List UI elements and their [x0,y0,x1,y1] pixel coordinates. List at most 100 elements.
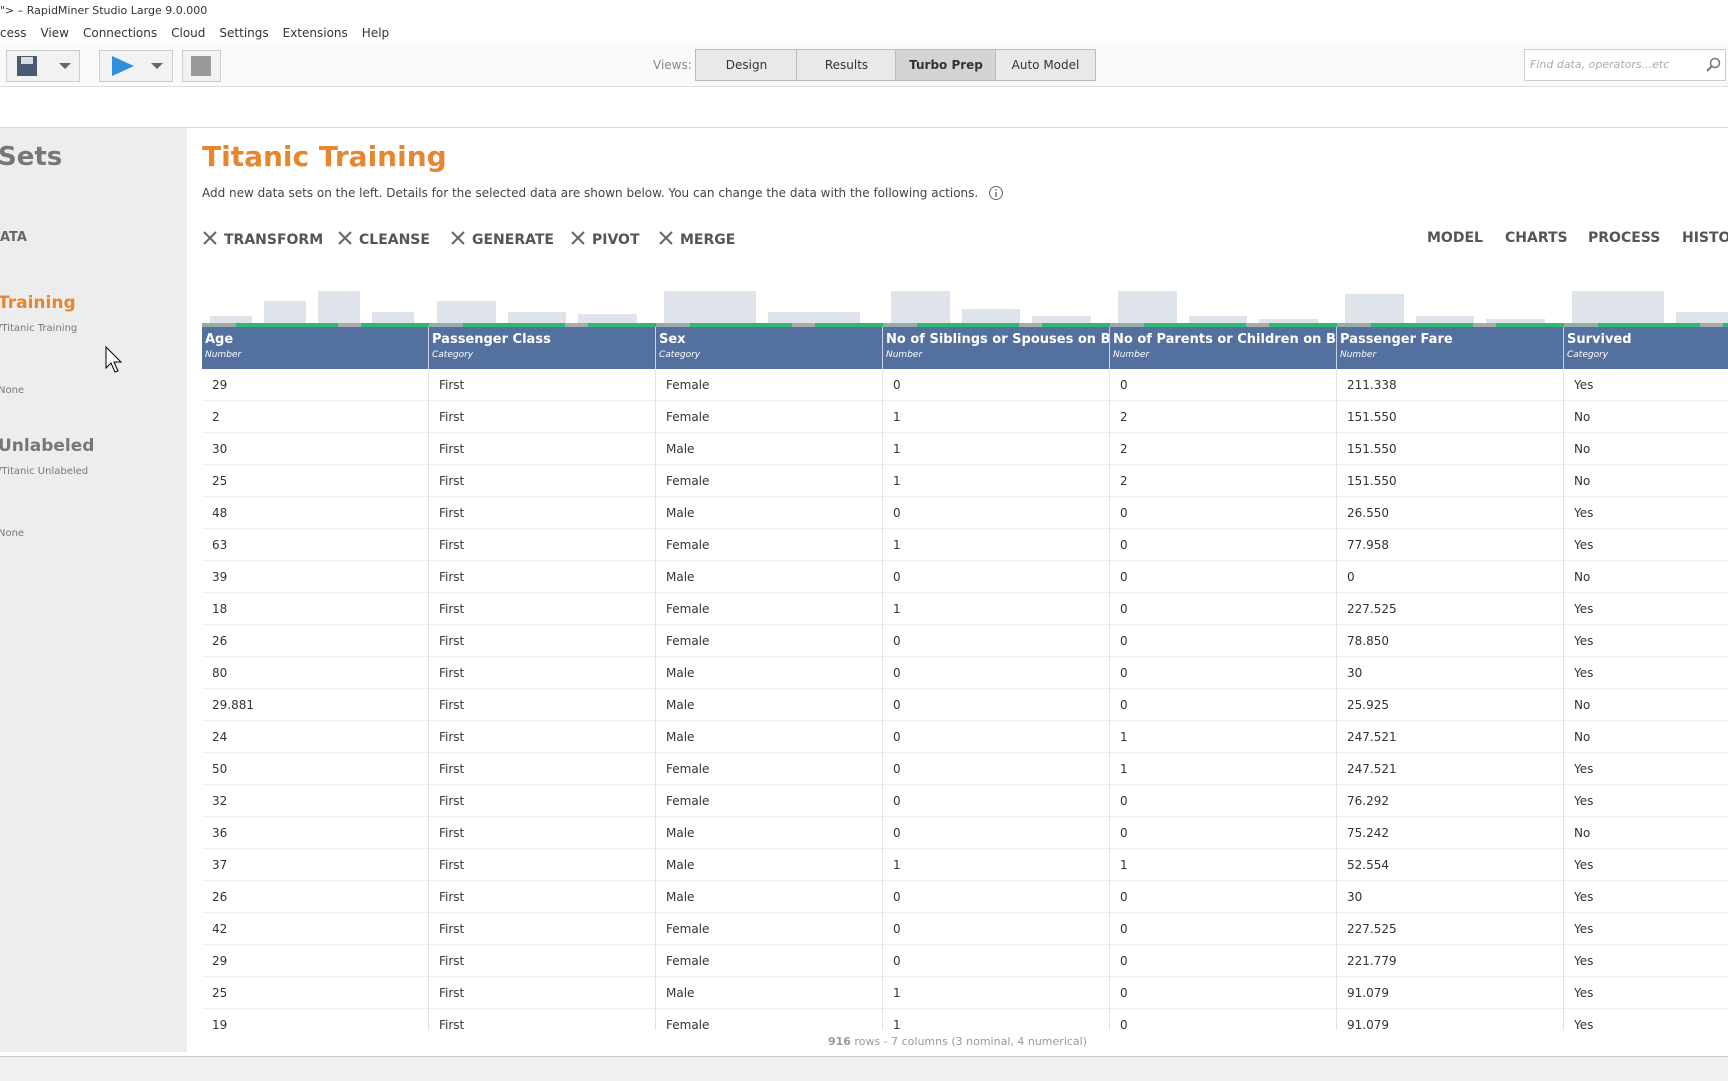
column-header[interactable]: Survived Category [1564,327,1728,369]
menu-item[interactable]: Connections [82,26,158,40]
view-action[interactable]: MODEL [1427,230,1483,246]
view-tab[interactable]: Design [695,49,798,81]
action-button[interactable]: GENERATE [450,230,554,248]
quality-bar [429,323,656,327]
view-tab[interactable]: Auto Model [995,49,1096,81]
table-cell: Female [656,529,883,561]
table-cell: 1 [883,401,1110,433]
column-type: Category [432,350,474,360]
table-cell: 39 [202,561,429,593]
view-action[interactable]: HISTORY [1682,230,1728,246]
table-cell: 0 [1110,593,1337,625]
column-name: No of Parents or Children on Bo... [1113,332,1337,347]
quality-bar [1564,323,1728,327]
menu-item[interactable]: Cloud [171,26,206,40]
column-header[interactable]: Passenger Fare Number [1337,327,1564,369]
quality-bar [202,323,429,327]
table-cell: Yes [1564,369,1728,401]
table-cell: First [429,433,656,465]
table-cell: Male [656,561,883,593]
table-cell: First [429,657,656,689]
action-button[interactable]: MERGE [658,230,735,248]
action-button[interactable]: TRANSFORM [202,230,323,248]
table-cell: 26.550 [1337,497,1564,529]
table-cell: 0 [883,817,1110,849]
table-cell: 78.850 [1337,625,1564,657]
table-cell: 0 [1110,561,1337,593]
table-cell: No [1564,817,1728,849]
table-cell: 24 [202,721,429,753]
table-cell: 77.958 [1337,529,1564,561]
column-header[interactable]: No of Parents or Children on Bo... Number [1110,327,1337,369]
table-cell: 36 [202,817,429,849]
table-cell: Female [656,369,883,401]
menu-item[interactable]: Help [361,26,390,40]
action-button[interactable]: PIVOT [570,230,640,248]
sidebar: Sets ATA Training/Titanic Training None Un… [0,128,187,1052]
table-cell: 1 [883,977,1110,1009]
table-cell: 1 [883,1009,1110,1030]
toolbar-band [0,87,1728,128]
table-cell: 30 [202,433,429,465]
search-box[interactable]: Find data, operators...etc [1524,49,1726,81]
table-cell: 0 [883,497,1110,529]
table-cell: 91.079 [1337,1009,1564,1030]
table-cell: 2 [1110,433,1337,465]
view-tab[interactable]: Results [796,49,897,81]
table-cell: Male [656,849,883,881]
view-action[interactable]: CHARTS [1505,230,1568,246]
table-cell: First [429,401,656,433]
table-cell: 29.881 [202,689,429,721]
table-cell: 91.079 [1337,977,1564,1009]
table-cell: 37 [202,849,429,881]
info-icon[interactable] [988,185,1004,201]
table-cell: 2 [1110,465,1337,497]
table-cell: 18 [202,593,429,625]
column-header[interactable]: Age Number [202,327,429,369]
table-cell: 151.550 [1337,465,1564,497]
action-button[interactable]: CLEANSE [337,230,430,248]
column-name: Survived [1567,332,1632,347]
column-header[interactable]: Passenger Class Category [429,327,656,369]
menu-item[interactable]: cess [0,26,27,40]
table-column: No of Siblings or Spouses on Bo... Number… [883,327,1110,1030]
table-cell: 29 [202,945,429,977]
menu-item[interactable]: View [40,26,69,40]
table-cell: 0 [883,721,1110,753]
histogram-bar [437,301,496,323]
table-cell: Yes [1564,657,1728,689]
table-cell: First [429,913,656,945]
dataset-name[interactable]: Unlabeled [0,436,95,456]
table-cell: 26 [202,881,429,913]
stop-button[interactable] [182,50,221,82]
menu-item[interactable]: Settings [219,26,269,40]
toolbar: Views: Design Results Turbo Prep Auto Model… [0,44,1728,87]
dataset-name[interactable]: Training [0,293,76,313]
table-cell: Yes [1564,753,1728,785]
table-cell: 0 [883,657,1110,689]
table-cell: 0 [883,625,1110,657]
table-cell: 76.292 [1337,785,1564,817]
table-cell: Male [656,497,883,529]
table-footer: 916 rows - 7 columns (3 nominal, 4 numer… [187,1035,1728,1048]
histogram-bar [1676,312,1728,323]
table-cell: First [429,369,656,401]
run-button[interactable] [99,50,173,82]
column-header[interactable]: No of Siblings or Spouses on Bo... Number [883,327,1110,369]
histogram-bar [372,312,414,323]
quality-bar [656,323,883,327]
save-button[interactable] [6,50,80,82]
table-cell: 0 [1110,945,1337,977]
view-tab[interactable]: Turbo Prep [895,49,997,81]
histogram-bar [264,301,306,323]
table-cell: First [429,945,656,977]
histogram-bar [1259,319,1318,323]
views-label: Views: [653,58,692,72]
table-cell: 32 [202,785,429,817]
column-header[interactable]: Sex Category [656,327,883,369]
table-summary: rows - 7 columns (3 nominal, 4 numerical… [850,1035,1088,1048]
histogram-bar [1572,290,1664,323]
table-cell: 1 [1110,849,1337,881]
view-action[interactable]: PROCESS [1588,230,1661,246]
menu-item[interactable]: Extensions [282,26,348,40]
